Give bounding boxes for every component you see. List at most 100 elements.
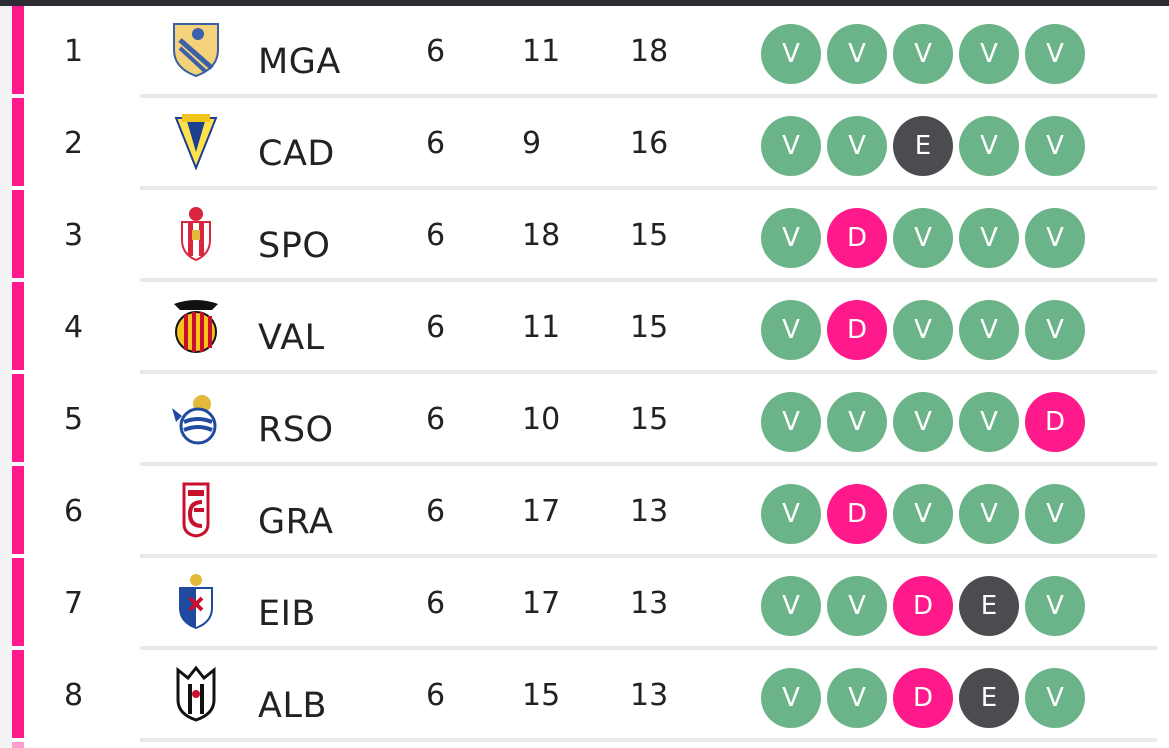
team-name: VAL	[258, 318, 325, 358]
form-result-badge: E	[959, 576, 1019, 636]
form-guide: V V V V V	[761, 24, 1091, 84]
team-name: ALB	[258, 686, 327, 726]
table-row[interactable]: 5 RSO 6 10 15 V V V V D	[0, 374, 1169, 466]
form-result-badge: V	[761, 24, 821, 84]
form-guide: V V D E V	[761, 668, 1091, 728]
form-result-badge: V	[893, 392, 953, 452]
eibar-crest-icon	[168, 572, 224, 630]
table-row[interactable]: 1 MGA 6 11 18 V V V V V	[0, 6, 1169, 98]
row-divider	[140, 462, 1157, 466]
points: 13	[630, 678, 669, 713]
form-result-badge: V	[1025, 576, 1085, 636]
row-divider	[140, 646, 1157, 650]
form-result-badge: V	[827, 576, 887, 636]
form-result-badge: D	[893, 668, 953, 728]
form-result-badge: D	[1025, 392, 1085, 452]
matches-played: 6	[426, 126, 446, 161]
table-row[interactable]: 4 VAL 6 11 15 V D V V V	[0, 282, 1169, 374]
team-name: RSO	[258, 410, 334, 450]
goal-difference: 17	[522, 586, 561, 621]
form-result-badge: D	[827, 300, 887, 360]
row-divider	[140, 370, 1157, 374]
table-row[interactable]: 3 SPO 6 18 15 V D V V V	[0, 190, 1169, 282]
cadiz-crest-icon	[168, 112, 224, 170]
form-guide: V D V V V	[761, 300, 1091, 360]
sporting-crest-icon	[168, 204, 224, 262]
form-result-badge: V	[761, 484, 821, 544]
form-result-badge: V	[1025, 300, 1085, 360]
form-result-badge: E	[893, 116, 953, 176]
top-bar	[0, 0, 1169, 6]
row-divider	[140, 554, 1157, 558]
position-indicator	[12, 282, 24, 370]
points: 15	[630, 402, 669, 437]
position: 6	[64, 494, 84, 529]
points: 18	[630, 34, 669, 69]
form-result-badge: V	[959, 300, 1019, 360]
form-result-badge: V	[893, 300, 953, 360]
form-result-badge: V	[761, 392, 821, 452]
form-result-badge: V	[761, 300, 821, 360]
table-row[interactable]: 8 ALB 6 15 13 V V D E V	[0, 650, 1169, 742]
table-row[interactable]: 2 CAD 6 9 16 V V E V V	[0, 98, 1169, 190]
goal-difference: 15	[522, 678, 561, 713]
form-result-badge: V	[1025, 24, 1085, 84]
form-result-badge: V	[827, 392, 887, 452]
form-guide: V D V V V	[761, 208, 1091, 268]
team-name: CAD	[258, 134, 335, 174]
albacete-crest-icon	[168, 664, 224, 722]
goal-difference: 10	[522, 402, 561, 437]
table-row[interactable]: 7 EIB 6 17 13 V V D E V	[0, 558, 1169, 650]
standings-table: 1 MGA 6 11 18 V V V V V 2 CAD 6 9 16 V V…	[0, 6, 1169, 742]
goal-difference: 17	[522, 494, 561, 529]
matches-played: 6	[426, 678, 446, 713]
position-indicator	[12, 466, 24, 554]
form-result-badge: V	[827, 116, 887, 176]
position-indicator	[12, 650, 24, 738]
form-result-badge: V	[827, 668, 887, 728]
form-guide: V V V V D	[761, 392, 1091, 452]
form-result-badge: V	[1025, 668, 1085, 728]
form-result-badge: V	[1025, 116, 1085, 176]
form-result-badge: V	[959, 116, 1019, 176]
row-divider	[140, 94, 1157, 98]
form-result-badge: V	[959, 24, 1019, 84]
matches-played: 6	[426, 586, 446, 621]
form-result-badge: V	[761, 576, 821, 636]
next-row-indicator	[12, 742, 24, 748]
team-name: SPO	[258, 226, 331, 266]
form-guide: V D V V V	[761, 484, 1091, 544]
matches-played: 6	[426, 218, 446, 253]
valencia-crest-icon	[168, 296, 224, 354]
malaga-crest-icon	[168, 20, 224, 78]
form-result-badge: V	[893, 484, 953, 544]
form-result-badge: V	[893, 24, 953, 84]
goal-difference: 9	[522, 126, 542, 161]
form-result-badge: V	[761, 208, 821, 268]
position: 8	[64, 678, 84, 713]
goal-difference: 11	[522, 310, 561, 345]
form-result-badge: V	[1025, 208, 1085, 268]
real-sociedad-crest-icon	[168, 388, 224, 446]
form-result-badge: V	[893, 208, 953, 268]
table-row[interactable]: 6 GRA 6 17 13 V D V V V	[0, 466, 1169, 558]
team-name: MGA	[258, 42, 341, 82]
team-name: EIB	[258, 594, 316, 634]
form-result-badge: V	[827, 24, 887, 84]
position-indicator	[12, 374, 24, 462]
position: 3	[64, 218, 84, 253]
points: 15	[630, 218, 669, 253]
form-result-badge: V	[761, 668, 821, 728]
position-indicator	[12, 558, 24, 646]
matches-played: 6	[426, 494, 446, 529]
form-result-badge: V	[959, 208, 1019, 268]
points: 13	[630, 494, 669, 529]
form-result-badge: V	[761, 116, 821, 176]
points: 15	[630, 310, 669, 345]
form-guide: V V E V V	[761, 116, 1091, 176]
team-name: GRA	[258, 502, 334, 542]
form-result-badge: D	[827, 484, 887, 544]
position: 2	[64, 126, 84, 161]
form-result-badge: D	[827, 208, 887, 268]
position-indicator	[12, 6, 24, 94]
